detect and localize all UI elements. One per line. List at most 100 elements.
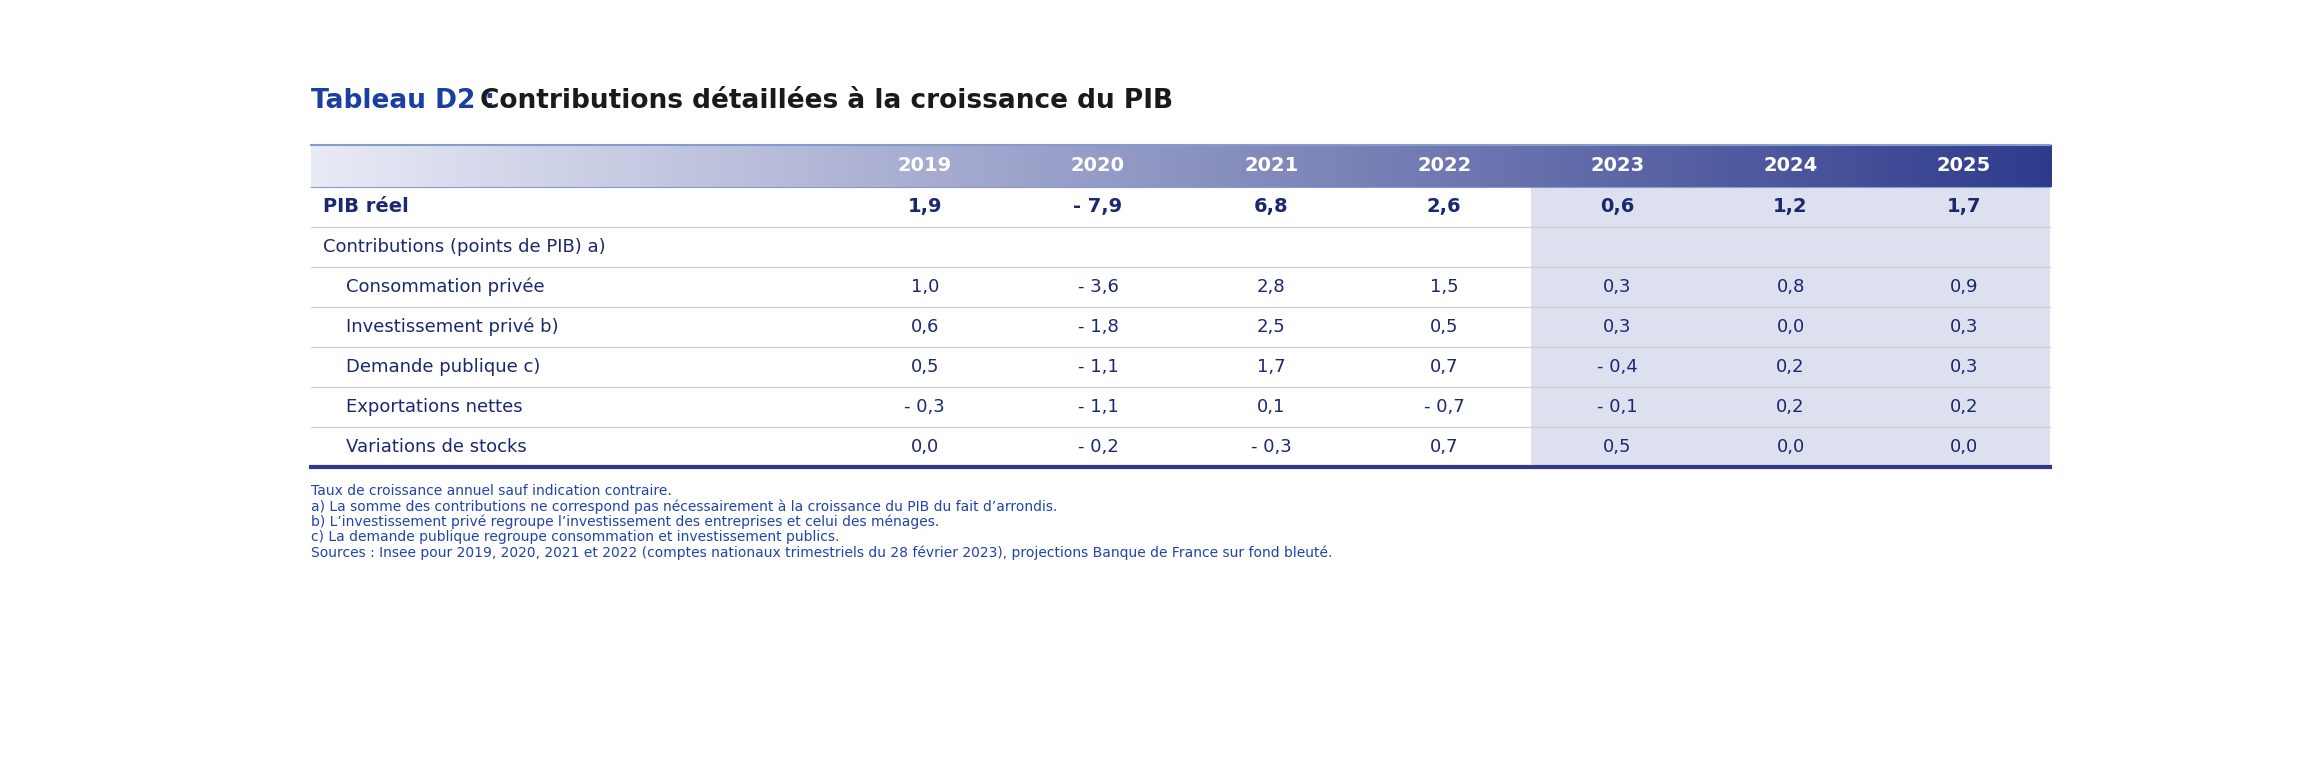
Bar	[1219, 144, 1226, 187]
Bar	[1399, 144, 1403, 187]
Bar	[1341, 144, 1348, 187]
Bar	[1028, 144, 1034, 187]
Bar	[654, 144, 661, 187]
Bar	[493, 144, 500, 187]
Text: 0,6: 0,6	[1601, 197, 1634, 217]
Bar	[659, 144, 664, 187]
Bar	[329, 144, 334, 187]
Bar	[786, 144, 790, 187]
Bar	[498, 144, 505, 187]
Text: - 0,1: - 0,1	[1597, 398, 1638, 416]
Bar	[1684, 144, 1691, 187]
Bar	[1629, 144, 1634, 187]
Bar	[1594, 144, 1599, 187]
Bar	[525, 144, 530, 187]
Bar	[986, 144, 991, 187]
Bar	[599, 144, 604, 187]
Bar	[1120, 144, 1124, 187]
Text: Taux de croissance annuel sauf indication contraire.: Taux de croissance annuel sauf indicatio…	[311, 484, 673, 498]
Text: 0,5: 0,5	[1431, 318, 1458, 336]
Bar	[1620, 144, 1624, 187]
Text: 2021: 2021	[1244, 156, 1297, 175]
Bar	[1719, 144, 1726, 187]
Text: 2022: 2022	[1417, 156, 1472, 175]
Bar	[650, 144, 657, 187]
Bar	[1585, 144, 1590, 187]
Bar	[1302, 144, 1309, 187]
Text: Tableau D2 :: Tableau D2 :	[311, 88, 505, 114]
Bar	[949, 144, 956, 187]
Bar	[1689, 144, 1696, 187]
Bar	[1428, 144, 1433, 187]
Bar	[645, 144, 652, 187]
Bar	[1790, 144, 1795, 187]
Text: 1,7: 1,7	[1947, 197, 1981, 217]
Bar	[1521, 144, 1525, 187]
Bar	[1668, 144, 1673, 187]
Bar	[482, 144, 486, 187]
Bar	[463, 144, 470, 187]
Bar	[1193, 144, 1200, 187]
Text: 0,6: 0,6	[910, 318, 940, 336]
Bar	[1412, 144, 1417, 187]
Bar	[1329, 144, 1334, 187]
Bar	[1954, 144, 1961, 187]
Bar	[1454, 144, 1461, 187]
Bar	[1380, 144, 1387, 187]
Bar	[1880, 144, 1887, 187]
Bar	[972, 144, 977, 187]
Bar	[581, 144, 585, 187]
Bar	[1977, 144, 1981, 187]
Bar	[859, 144, 864, 187]
Bar	[873, 144, 878, 187]
Bar	[776, 144, 781, 187]
Bar	[1659, 144, 1663, 187]
Bar	[1551, 144, 1555, 187]
Bar	[1993, 144, 2000, 187]
Text: - 3,6: - 3,6	[1078, 278, 1117, 296]
Bar	[751, 144, 756, 187]
Bar	[408, 144, 412, 187]
Bar	[1290, 144, 1295, 187]
Text: 2,5: 2,5	[1256, 318, 1286, 336]
Bar	[1654, 144, 1661, 187]
Bar	[341, 144, 348, 187]
Bar	[1359, 144, 1364, 187]
Bar	[1477, 144, 1481, 187]
Bar	[454, 144, 461, 187]
Bar	[933, 144, 938, 187]
Bar	[433, 144, 438, 187]
Bar	[325, 144, 329, 187]
Bar	[1530, 267, 2051, 307]
Bar	[1781, 144, 1786, 187]
Bar	[1037, 144, 1044, 187]
Bar	[1311, 144, 1318, 187]
Bar	[590, 144, 594, 187]
Text: 0,5: 0,5	[1604, 438, 1631, 456]
Bar	[1795, 144, 1799, 187]
Bar	[1276, 144, 1281, 187]
Bar	[1802, 144, 1809, 187]
Bar	[717, 144, 721, 187]
Bar	[737, 144, 742, 187]
Bar	[385, 144, 392, 187]
Bar	[756, 144, 760, 187]
Bar	[359, 144, 364, 187]
Bar	[894, 144, 899, 187]
Bar	[1419, 144, 1426, 187]
Bar	[977, 144, 982, 187]
Text: 2019: 2019	[899, 156, 952, 175]
Bar	[1408, 144, 1412, 187]
Text: 1,9: 1,9	[908, 197, 942, 217]
Bar	[564, 144, 569, 187]
Bar	[1286, 144, 1290, 187]
Bar	[1375, 144, 1382, 187]
Bar	[1703, 144, 1707, 187]
Text: 0,7: 0,7	[1431, 358, 1458, 376]
Bar	[1154, 144, 1161, 187]
Bar	[1903, 144, 1908, 187]
Bar	[947, 144, 952, 187]
Bar	[1797, 144, 1804, 187]
Bar	[472, 144, 477, 187]
Bar	[820, 144, 825, 187]
